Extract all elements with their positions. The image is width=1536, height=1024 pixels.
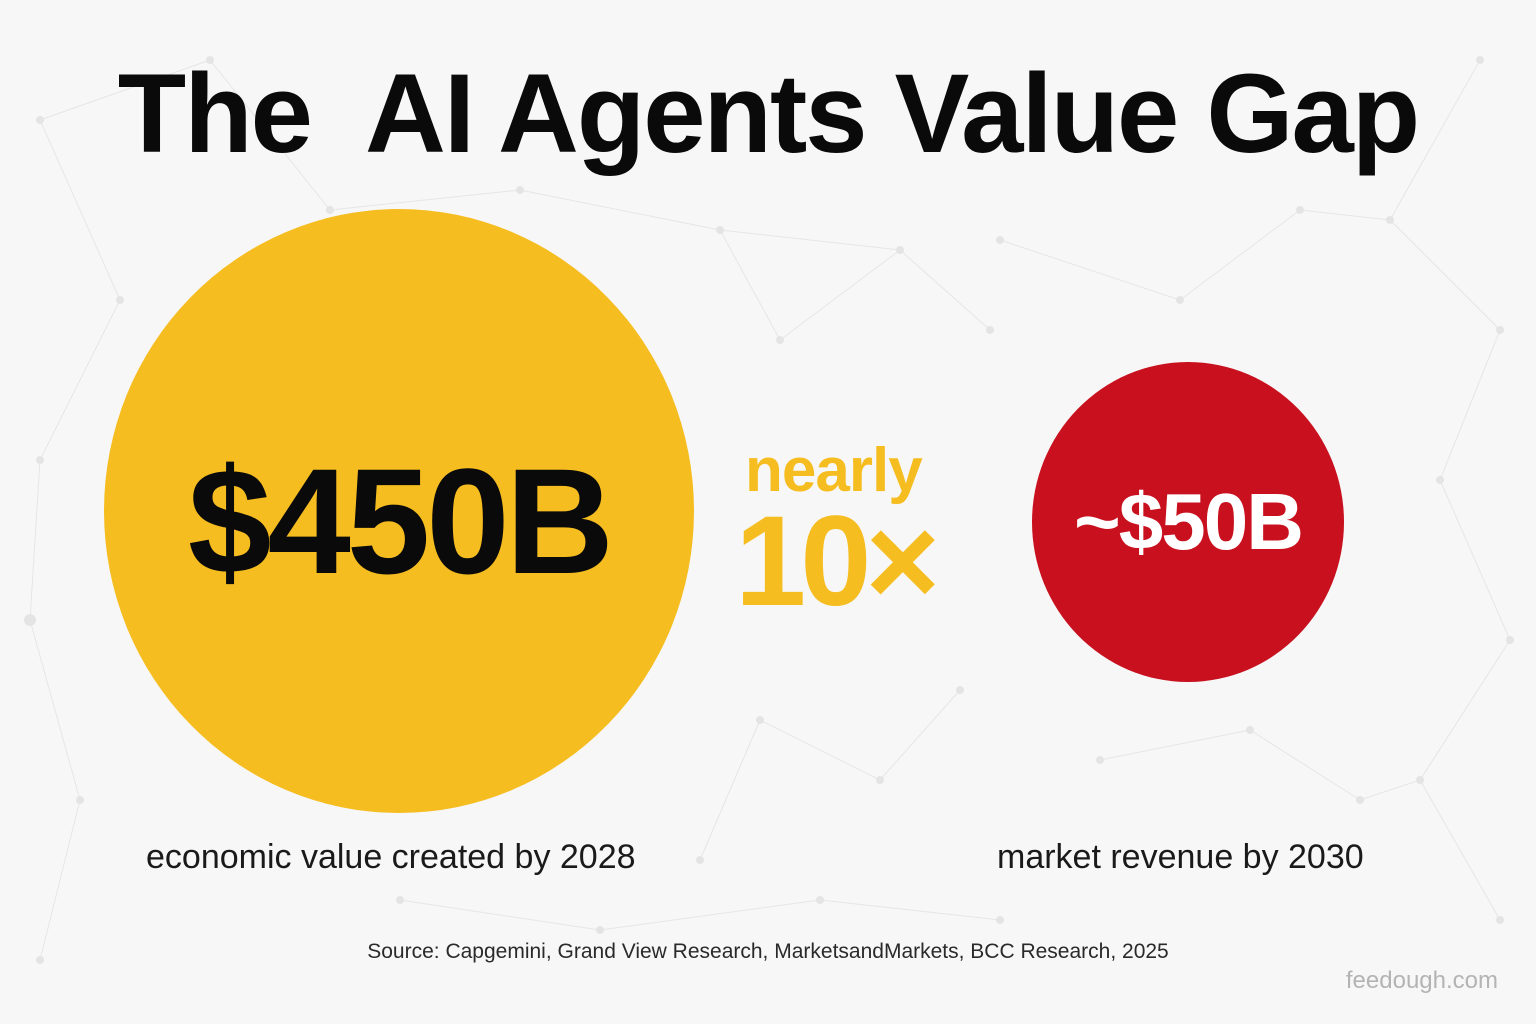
site-watermark: feedough.com	[1345, 967, 1498, 994]
market-revenue-circle: ~$50B	[1032, 362, 1344, 682]
comparison-multiplier: nearly 10×	[735, 440, 975, 626]
comparison-factor: 10×	[735, 490, 940, 633]
economic-value-amount: $450B	[187, 436, 614, 605]
economic-value-caption: economic value created by 2028	[146, 838, 636, 876]
market-revenue-amount: ~$50B	[1074, 477, 1304, 566]
market-revenue-caption: market revenue by 2030	[997, 838, 1364, 876]
comparison-qualifier: nearly	[745, 436, 923, 505]
economic-value-circle: $450B	[104, 209, 694, 813]
page-title: The AI Agents Value Gap	[117, 51, 1420, 176]
source-citation: Source: Capgemini, Grand View Research, …	[367, 940, 1169, 963]
